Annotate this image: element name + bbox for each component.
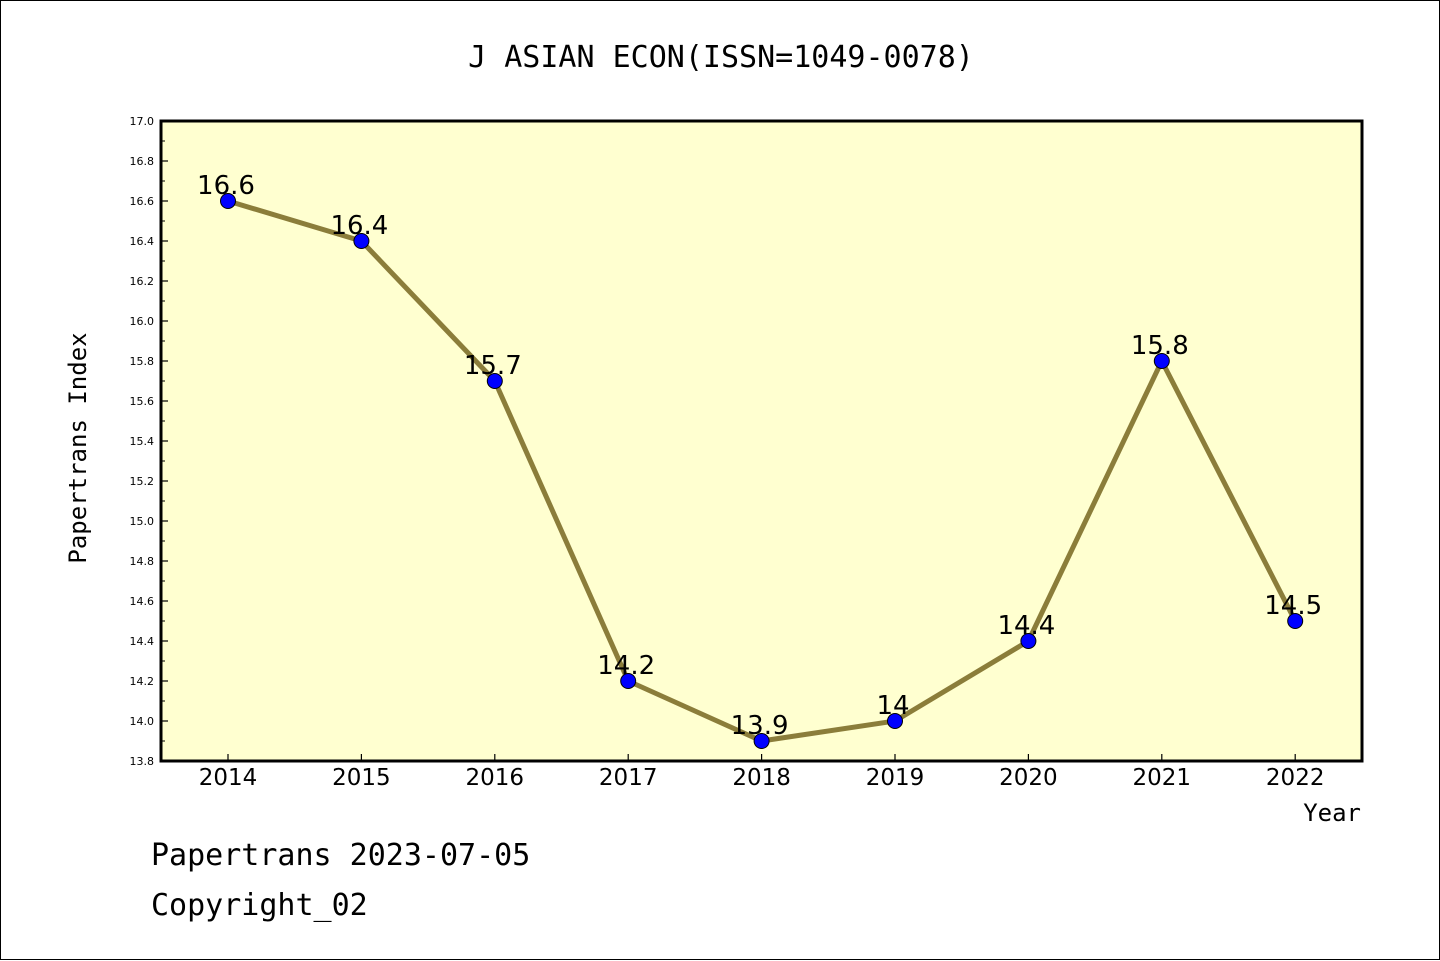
- x-tick-label: 2016: [466, 765, 525, 791]
- y-tick-label: 14.4: [130, 635, 155, 648]
- x-tick-label: 2019: [866, 765, 925, 791]
- x-tick-label: 2017: [599, 765, 658, 791]
- x-tick-label: 2020: [999, 765, 1058, 791]
- x-axis-ticks: 2014 2015 2016 2017 2018 2019 2020 2021 2022: [199, 754, 1325, 791]
- data-label: 15.8: [1131, 331, 1189, 361]
- y-tick-label: 14.0: [130, 715, 155, 728]
- data-point-marker: [353, 233, 370, 249]
- y-tick-label: 16.6: [130, 195, 155, 208]
- data-point-marker: [1287, 613, 1304, 629]
- y-axis-ticks: 13.8 14.0 14.2 14.4 14.6 14.8 15.0 15.2 15.4 15.6…: [130, 115, 168, 768]
- y-tick-label: 16.4: [130, 235, 155, 248]
- data-label: 14.2: [597, 651, 655, 681]
- y-tick-label: 16.2: [130, 275, 155, 288]
- x-tick-label: 2015: [332, 765, 391, 791]
- y-tick-label: 14.8: [130, 555, 155, 568]
- x-tick-label: 2014: [199, 765, 258, 791]
- x-tick-label: 2021: [1133, 765, 1192, 791]
- data-point-marker: [753, 733, 770, 749]
- y-tick-label: 17.0: [130, 115, 155, 128]
- y-tick-label: 15.0: [130, 515, 155, 528]
- footer-date: Papertrans 2023-07-05: [151, 838, 530, 873]
- y-tick-label: 16.0: [130, 315, 155, 328]
- data-point-marker: [887, 713, 903, 729]
- x-axis-label: Year: [1303, 799, 1361, 827]
- y-tick-label: 15.6: [130, 395, 155, 408]
- y-tick-label: 15.2: [130, 475, 155, 488]
- data-point-marker: [620, 673, 637, 689]
- y-tick-label: 15.4: [130, 435, 155, 448]
- data-label: 13.9: [731, 711, 789, 741]
- plot-border: [159, 119, 1364, 763]
- series-layer: 16.6 16.4 15.7 14.2 13.9 14 14.4 15.8 14.5: [197, 171, 1322, 749]
- data-label: 15.7: [464, 351, 522, 381]
- y-tick-label: 14.6: [130, 595, 155, 608]
- chart-title: J ASIAN ECON(ISSN=1049-0078): [468, 40, 974, 75]
- y-tick-label: 15.8: [130, 355, 155, 368]
- y-tick-label: 14.2: [130, 675, 155, 688]
- plot-area: [161, 121, 1362, 761]
- x-tick-label: 2018: [732, 765, 791, 791]
- y-axis-label: Papertrans Index: [64, 332, 92, 563]
- footer-copyright: Copyright_02: [151, 888, 368, 923]
- data-point-marker: [1020, 633, 1037, 649]
- data-label: 14: [876, 691, 909, 721]
- data-point-marker: [486, 373, 503, 389]
- data-label: 14.5: [1264, 591, 1322, 621]
- data-point-marker: [1153, 353, 1170, 369]
- y-tick-label: 16.8: [130, 155, 155, 168]
- data-label: 16.4: [330, 211, 388, 241]
- data-label: 16.6: [197, 171, 255, 201]
- x-tick-label: 2022: [1266, 765, 1325, 791]
- data-label: 14.4: [997, 611, 1055, 641]
- data-point-marker: [220, 193, 236, 209]
- y-tick-label: 13.8: [130, 755, 155, 768]
